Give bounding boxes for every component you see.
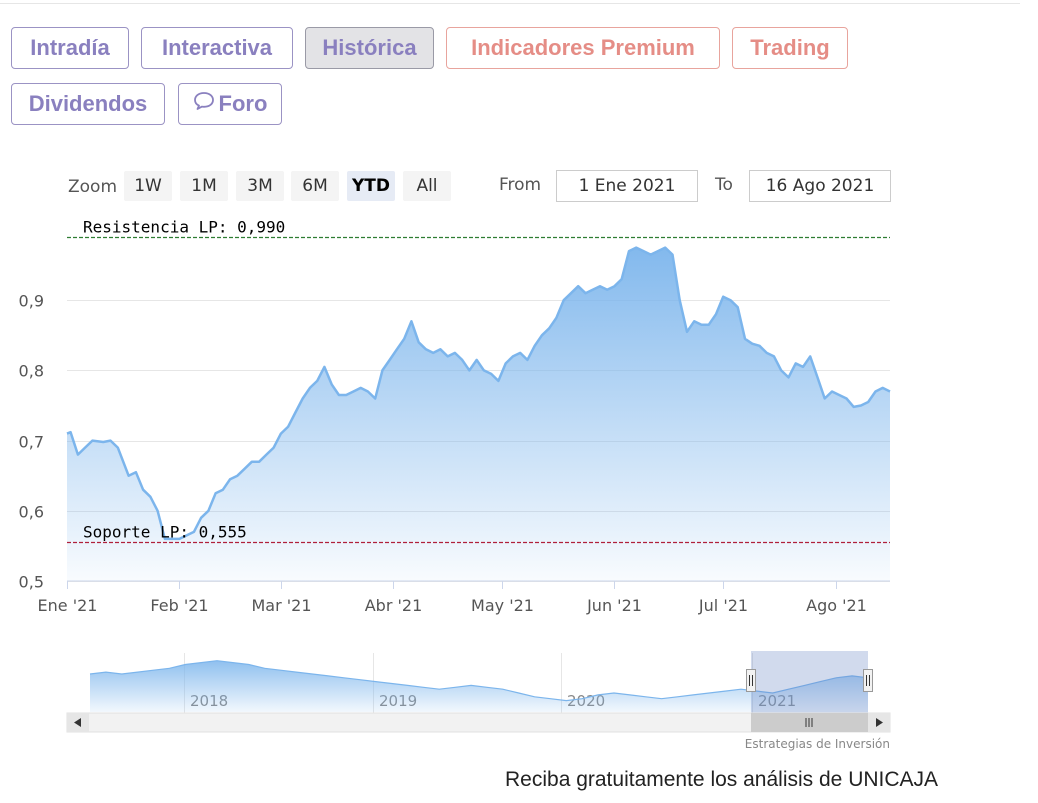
top-divider [0,3,1020,4]
zoom-label: Zoom [68,177,117,197]
y-tick-label: 0,8 [19,362,44,381]
tab-foro-label: Foro [218,91,268,116]
zoom-3m-label: 3M [247,176,272,196]
zoom-all-label: All [416,176,437,196]
to-date-input[interactable]: 16 Ago 2021 [749,170,891,202]
speech-bubble-icon [193,91,215,117]
zoom-1m-button[interactable]: 1M [180,171,228,201]
zoom-3m-button[interactable]: 3M [236,171,284,201]
zoom-6m-label: 6M [302,176,327,196]
support-label: Soporte LP: 0,555 [83,523,247,542]
support-resistance-lines: Resistencia LP: 0,990 Soporte LP: 0,555 [67,218,890,544]
to-date-value: 16 Ago 2021 [766,176,875,196]
navigator-right-handle[interactable] [863,669,873,692]
arrow-left-icon [74,718,81,727]
to-label: To [714,175,733,195]
y-tick-label: 0,9 [19,292,44,311]
chart-credits[interactable]: Estrategias de Inversión [745,737,890,751]
from-label: From [499,175,541,195]
analysis-cta[interactable]: Reciba gratuitamente los análisis de UNI… [505,768,939,791]
x-tick-label: Ago '21 [806,596,867,615]
y-tick-label: 0,7 [19,433,44,452]
x-tick-label: Jun '21 [586,596,642,615]
navigator-selected-range[interactable] [751,651,868,713]
price-chart: Zoom 1W 1M 3M 6M YTD All From 1 Ene 2021… [19,170,891,751]
tab-dividendos[interactable]: Dividendos [11,83,165,125]
x-tick-label: May '21 [471,596,534,615]
x-tick-label: Ene '21 [38,596,98,615]
tab-historica[interactable]: Histórica [305,27,434,69]
zoom-1w-button[interactable]: 1W [124,171,172,201]
zoom-1m-label: 1M [191,176,216,196]
tab-interactiva[interactable]: Interactiva [141,27,293,69]
tab-intradia[interactable]: Intradía [11,27,129,69]
tab-foro[interactable]: Foro [178,83,282,125]
tab-indicadores-premium[interactable]: Indicadores Premium [446,27,720,69]
zoom-ytd-label: YTD [351,176,390,196]
x-tick-label: Abr '21 [365,596,423,615]
navigator-scrollbar[interactable] [66,712,891,733]
zoom-6m-button[interactable]: 6M [291,171,339,201]
zoom-all-button[interactable]: All [403,171,451,201]
navigator-area [90,660,868,712]
zoom-1w-label: 1W [134,176,162,196]
x-axis-labels: Ene '21 Feb '21 Mar '21 Abr '21 May '21 Jun '… [38,581,867,615]
from-date-input[interactable]: 1 Ene 2021 [556,170,698,202]
y-axis-labels: 0,5 0,6 0,7 0,8 0,9 [19,292,44,592]
navigator-left-handle[interactable] [746,669,756,692]
tab-trading[interactable]: Trading [732,27,848,69]
y-tick-label: 0,6 [19,503,44,522]
navigator[interactable]: 2018201920202021 [67,651,890,713]
x-tick-label: Jul '21 [698,596,748,615]
price-area [67,247,890,581]
price-line [66,246,891,541]
arrow-right-icon [876,718,883,727]
navigator-line [89,660,869,702]
x-tick-label: Mar '21 [251,596,311,615]
y-tick-label: 0,5 [19,573,44,592]
from-date-value: 1 Ene 2021 [579,176,676,196]
resistance-label: Resistencia LP: 0,990 [83,218,285,237]
x-tick-label: Feb '21 [150,596,208,615]
zoom-ytd-button[interactable]: YTD [347,171,395,201]
